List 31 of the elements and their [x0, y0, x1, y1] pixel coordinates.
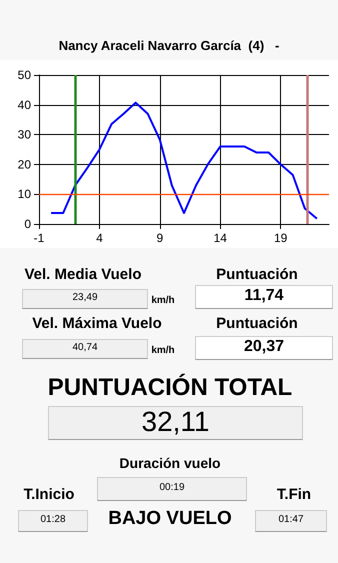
y-tick-label: 30: [18, 128, 32, 142]
text: PUNTUACIÓN TOTAL: [46, 374, 294, 402]
y-tick-label: 20: [18, 157, 32, 172]
y-tick-label: 0: [24, 217, 32, 231]
text: T.Fin: [276, 486, 312, 504]
x-tick-label: 9: [156, 231, 164, 245]
x-tick-label: 14: [214, 231, 228, 245]
text: km/h: [150, 295, 176, 306]
text: km/h: [150, 345, 176, 356]
text: 23,49: [71, 292, 99, 304]
y-tick-label: 40: [18, 98, 32, 112]
x-tick-label: 4: [96, 231, 104, 245]
text: Vel. Media Vuelo: [24, 266, 142, 284]
x-tick-label: 19: [274, 231, 288, 245]
text: T.Inicio: [22, 486, 76, 504]
text: Vel. Máxima Vuelo: [31, 315, 163, 332]
text: BAJO VUELO: [107, 508, 233, 530]
text: 01:28: [39, 514, 67, 526]
text: Puntuación: [215, 266, 299, 284]
text: 40,74: [71, 342, 99, 354]
y-tick-label: 10: [18, 187, 32, 202]
chart-title: Nancy Araceli Navarro García (4) -: [58, 38, 280, 53]
text: Duración vuelo: [118, 455, 222, 472]
text: Puntuación: [215, 315, 299, 332]
text: 20,37: [242, 338, 286, 356]
y-tick-label: 50: [18, 68, 32, 82]
text: 00:19: [158, 482, 186, 494]
text: 11,74: [243, 286, 285, 306]
line-series: [50, 102, 318, 220]
text: 01:47: [277, 514, 305, 526]
x-tick-label: -1: [34, 231, 45, 245]
